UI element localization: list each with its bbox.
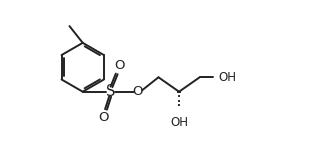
Text: OH: OH (170, 116, 188, 129)
Text: O: O (133, 85, 143, 98)
Text: S: S (106, 84, 115, 99)
Text: O: O (99, 111, 109, 124)
Text: OH: OH (218, 71, 236, 84)
Text: O: O (114, 59, 124, 72)
